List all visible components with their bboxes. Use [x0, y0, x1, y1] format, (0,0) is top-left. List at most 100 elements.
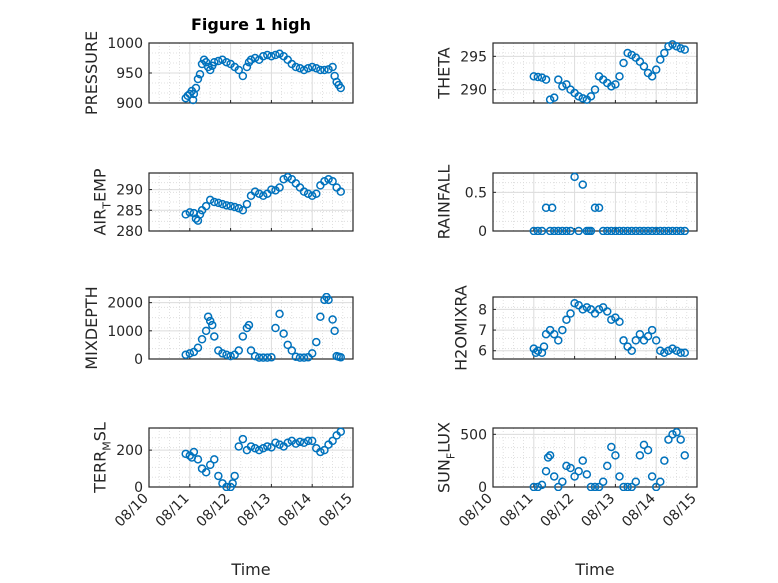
data-point	[529, 226, 539, 235]
data-point	[590, 482, 600, 491]
data-point	[537, 73, 547, 82]
data-point	[582, 303, 592, 312]
y-tick-label: 7	[478, 323, 487, 339]
data-point	[602, 307, 612, 316]
data-point	[295, 63, 305, 73]
data-point	[193, 455, 203, 464]
data-point	[238, 71, 248, 81]
data-point	[668, 40, 677, 49]
data-point	[529, 72, 539, 81]
data-point	[303, 436, 313, 446]
y-axis-label: PRESSURE	[82, 31, 101, 115]
data-point	[205, 65, 215, 75]
data-point	[246, 346, 256, 355]
data-point	[607, 82, 616, 91]
axes-box	[148, 427, 354, 488]
data-point	[529, 482, 539, 491]
data-point	[195, 210, 205, 219]
data-point	[214, 471, 223, 481]
data-point	[307, 191, 317, 201]
y-tick-label: 290	[116, 183, 143, 199]
y-tick-label: 1000	[107, 36, 143, 52]
data-point	[611, 451, 620, 460]
data-point	[181, 449, 190, 459]
data-point	[676, 44, 685, 53]
data-point	[541, 466, 551, 476]
axes-box	[148, 172, 354, 232]
data-point	[271, 50, 280, 60]
data-point	[537, 226, 547, 235]
data-point	[676, 435, 685, 444]
data-point	[627, 482, 636, 491]
data-point	[602, 461, 612, 471]
data-point	[258, 191, 268, 201]
data-point	[545, 451, 555, 460]
data-point	[619, 482, 628, 491]
data-point	[328, 315, 337, 324]
y-tick-label: 2000	[107, 296, 143, 312]
data-point	[238, 206, 248, 215]
data-point	[651, 226, 661, 235]
data-point	[214, 198, 223, 208]
y-axis-label: SUNFLUX	[435, 422, 458, 493]
data-point	[672, 42, 681, 51]
data-point	[234, 203, 244, 213]
data-point	[594, 482, 604, 491]
x-tick-label: 08/13	[578, 491, 618, 531]
data-point	[531, 348, 541, 358]
data-point	[680, 451, 690, 460]
data-point	[263, 442, 272, 451]
data-point	[635, 451, 645, 460]
data-point	[271, 438, 280, 447]
data-point	[210, 57, 219, 67]
data-point	[619, 58, 628, 68]
data-point	[307, 436, 317, 446]
data-point	[574, 226, 583, 235]
data-point	[185, 208, 195, 217]
data-point	[230, 471, 239, 481]
panel-1: 900 950 1000 PRESSURE	[82, 31, 354, 115]
data-point	[193, 74, 203, 84]
data-point	[562, 315, 571, 324]
y-axis-label: H2OMIXRA	[452, 285, 471, 371]
data-point	[598, 477, 608, 486]
data-point	[602, 226, 612, 235]
data-point	[234, 442, 244, 451]
data-point	[651, 65, 661, 74]
y-axis-label: TERRMSL	[91, 422, 114, 494]
data-point	[549, 93, 559, 102]
data-point	[537, 480, 547, 490]
data-point	[330, 326, 339, 336]
data-point	[299, 438, 309, 447]
data-point	[316, 447, 325, 457]
x-tick-label: 08/14	[619, 490, 659, 530]
data-point	[201, 326, 211, 336]
data-point	[607, 315, 616, 324]
data-point	[639, 226, 649, 235]
data-point	[619, 226, 628, 235]
data-point	[627, 226, 636, 235]
data-point	[664, 42, 673, 51]
data-point	[541, 75, 551, 84]
y-tick-label: 1000	[107, 324, 143, 340]
data-point	[275, 309, 284, 319]
y-tick-label: 200	[116, 443, 143, 459]
data-point	[660, 348, 669, 358]
data-point	[623, 48, 632, 58]
y-tick-label: 295	[460, 49, 487, 65]
data-point	[570, 172, 579, 182]
data-point	[586, 92, 596, 101]
data-point	[205, 460, 215, 470]
data-point	[287, 346, 297, 355]
data-point	[244, 320, 254, 330]
data-point	[246, 55, 256, 65]
data-point	[320, 65, 329, 75]
data-point	[316, 312, 325, 321]
data-point	[193, 343, 203, 352]
x-tick-label: 08/11	[153, 491, 193, 531]
data-point	[207, 320, 217, 330]
data-point	[635, 329, 645, 339]
data-point	[203, 312, 213, 321]
data-point	[541, 203, 551, 213]
data-point	[664, 435, 673, 444]
